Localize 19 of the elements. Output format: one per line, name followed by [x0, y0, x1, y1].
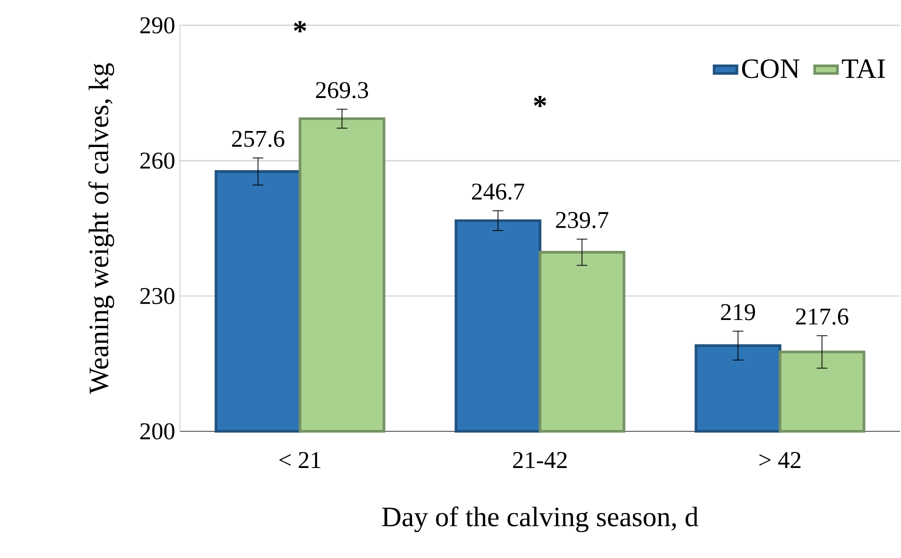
data-label: 269.3 — [316, 82, 368, 98]
x-tick-label: > 42 — [759, 452, 800, 468]
x-axis-title: Day of the calving season, d — [382, 506, 698, 532]
data-label: 239.7 — [556, 212, 608, 228]
y-tick-label: 290 — [140, 17, 174, 34]
x-tick-label: < 21 — [279, 452, 320, 468]
data-label: 217.6 — [796, 308, 848, 325]
legend-label: CON — [742, 59, 800, 78]
annotation: * — [534, 96, 546, 108]
data-label: 219 — [721, 304, 756, 320]
data-label: 246.7 — [472, 184, 524, 200]
y-tick-label: 260 — [140, 152, 174, 169]
legend-label: TAI — [842, 59, 885, 78]
y-tick-label: 200 — [140, 423, 174, 440]
x-tick-label: 21-42 — [513, 452, 567, 468]
annotation: * — [294, 21, 306, 32]
y-tick-label: 230 — [140, 288, 174, 304]
y-axis-title: Weaning weight of calves, kg — [88, 63, 114, 394]
data-label: 257.6 — [232, 130, 284, 148]
